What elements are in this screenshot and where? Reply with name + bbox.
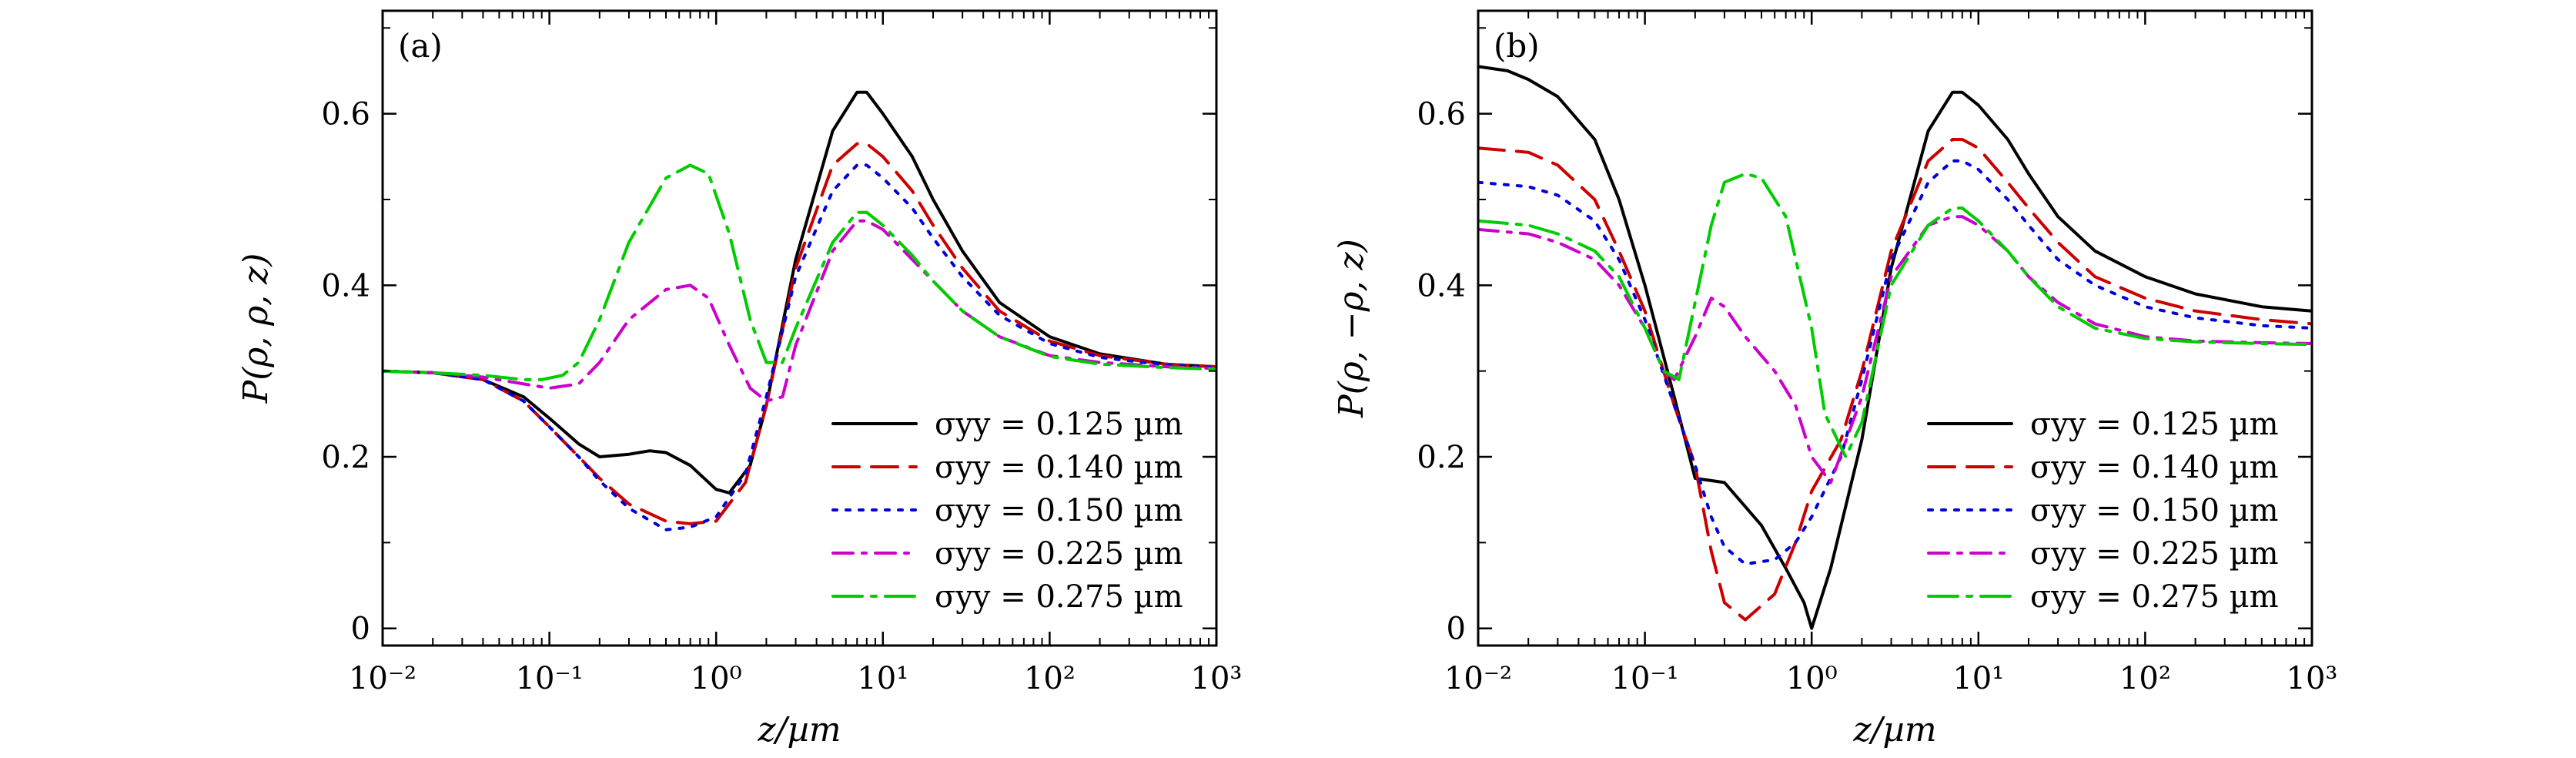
legend: σyy = 0.125 µm σyy = 0.140 µm σyy = 0.150 … xyxy=(1927,407,2279,615)
y-tick-label: 0.6 xyxy=(1417,97,1466,132)
x-tick-label: 10³ xyxy=(2287,661,2338,696)
x-tick-label: 10⁻¹ xyxy=(516,661,584,696)
legend-label-5: σyy = 0.275 µm xyxy=(2030,579,2279,615)
legend-label-4: σyy = 0.225 µm xyxy=(2030,536,2279,572)
x-tick-label: 10¹ xyxy=(1952,661,2004,696)
x-tick-label: 10⁻² xyxy=(349,661,417,696)
series-line-2 xyxy=(383,142,1216,525)
panel-b: 10⁻² 10⁻¹ 10⁰ 10¹ 10² 10³ 0 0.2 0.4 0.6 z/µm P(ρ, −… xyxy=(1332,9,2338,750)
legend-label-1: σyy = 0.125 µm xyxy=(2030,407,2279,442)
series-line-5 xyxy=(1478,172,2312,458)
series-line-5 xyxy=(383,163,1216,381)
panel-label: (b) xyxy=(1494,27,1540,65)
y-tick-label: 0.2 xyxy=(321,440,370,475)
y-tick-label: 0.4 xyxy=(321,268,370,304)
legend: σyy = 0.125 µm σyy = 0.140 µm σyy = 0.150 … xyxy=(831,407,1183,615)
panel-label: (a) xyxy=(398,27,443,65)
y-axis-label: P(ρ, −ρ, z) xyxy=(1332,239,1371,418)
legend-label-3: σyy = 0.150 µm xyxy=(2030,493,2279,528)
y-tick-label: 0 xyxy=(351,612,370,647)
series-line-4 xyxy=(1478,215,2312,485)
plot-frame xyxy=(381,9,1218,647)
x-tick-label: 10¹ xyxy=(857,661,908,696)
y-tick-label: 0 xyxy=(1447,612,1466,647)
legend-label-2: σyy = 0.140 µm xyxy=(2030,450,2279,485)
plot-frame xyxy=(1477,9,2313,647)
x-axis-label: z/µm xyxy=(757,710,841,750)
legend-label-3: σyy = 0.150 µm xyxy=(935,493,1183,528)
series-line-2 xyxy=(1478,138,2312,622)
legend-label-2: σyy = 0.140 µm xyxy=(935,450,1183,485)
x-tick-label: 10⁰ xyxy=(691,661,742,696)
y-axis-label: P(ρ, ρ, z) xyxy=(236,253,276,404)
legend-label-1: σyy = 0.125 µm xyxy=(935,407,1183,442)
y-tick-label: 0.4 xyxy=(1417,268,1466,304)
x-axis-label: z/µm xyxy=(1852,710,1936,750)
x-tick-label: 10² xyxy=(1024,661,1076,696)
x-tick-label: 10⁻² xyxy=(1444,661,1512,696)
x-tick-label: 10⁰ xyxy=(1786,661,1838,696)
x-tick-label: 10³ xyxy=(1191,661,1243,696)
legend-label-4: σyy = 0.225 µm xyxy=(935,536,1183,572)
series-line-1 xyxy=(1478,65,2312,630)
panel-a: 10⁻² 10⁻¹ 10⁰ 10¹ 10² 10³ 0 0.2 0.4 0.6 z/µm P(ρ, ρ… xyxy=(236,9,1243,750)
y-tick-label: 0.6 xyxy=(321,97,370,132)
x-tick-label: 10² xyxy=(2119,661,2171,696)
x-tick-label: 10⁻¹ xyxy=(1611,661,1679,696)
legend-label-5: σyy = 0.275 µm xyxy=(935,579,1183,615)
y-tick-label: 0.2 xyxy=(1417,440,1466,475)
